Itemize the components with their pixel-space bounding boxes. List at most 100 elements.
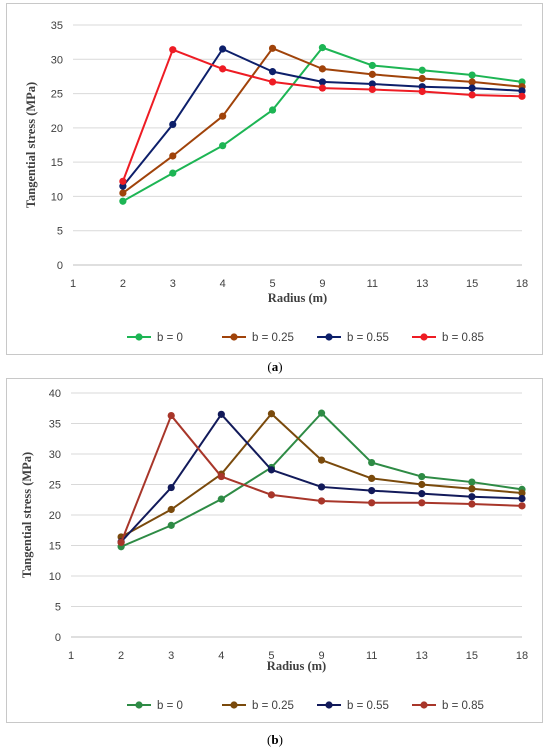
data-point bbox=[169, 120, 177, 129]
data-point bbox=[468, 78, 476, 86]
y-axis-title: Tangential stress (MPa) bbox=[24, 82, 38, 208]
legend-entry: b = 0.25 bbox=[252, 700, 294, 712]
data-point bbox=[267, 491, 276, 499]
data-point bbox=[268, 106, 277, 114]
data-point bbox=[167, 505, 175, 514]
legend-swatch-marker bbox=[325, 333, 333, 341]
data-point bbox=[317, 497, 326, 505]
data-point bbox=[468, 478, 476, 486]
data-point bbox=[468, 485, 476, 493]
data-point bbox=[169, 169, 177, 177]
caption-a-letter: a bbox=[271, 359, 279, 374]
x-tick-label: 4 bbox=[218, 650, 224, 662]
data-point bbox=[468, 493, 476, 501]
x-axis-title: Radius (m) bbox=[267, 659, 326, 673]
legend-swatch-marker bbox=[230, 333, 238, 341]
legend-swatch-marker bbox=[325, 701, 333, 709]
legend-swatch-marker bbox=[420, 333, 428, 341]
y-tick-label: 10 bbox=[51, 191, 63, 203]
y-tick-label: 35 bbox=[51, 20, 63, 32]
x-tick-label: 11 bbox=[366, 650, 377, 662]
data-point bbox=[368, 61, 376, 70]
data-point bbox=[418, 480, 426, 489]
data-point bbox=[368, 487, 376, 495]
x-axis-title: Radius (m) bbox=[268, 291, 327, 305]
data-point bbox=[268, 68, 277, 76]
data-point bbox=[219, 142, 227, 150]
y-tick-label: 5 bbox=[57, 226, 63, 238]
data-point bbox=[518, 502, 526, 510]
x-tick-label: 13 bbox=[416, 650, 428, 662]
data-point bbox=[518, 489, 526, 497]
legend-swatch-marker bbox=[420, 701, 428, 709]
data-point bbox=[267, 466, 276, 474]
y-tick-label: 25 bbox=[51, 89, 63, 101]
y-tick-label: 35 bbox=[49, 419, 61, 431]
x-tick-label: 13 bbox=[416, 278, 428, 290]
data-point bbox=[418, 66, 426, 74]
data-point bbox=[368, 499, 376, 507]
legend-entry: b = 0 bbox=[157, 700, 183, 712]
series-line-2 bbox=[120, 413, 523, 543]
x-tick-label: 3 bbox=[168, 650, 174, 662]
y-tick-label: 10 bbox=[49, 571, 61, 583]
data-point bbox=[468, 500, 476, 508]
data-point bbox=[318, 78, 327, 86]
x-tick-label: 15 bbox=[466, 278, 478, 290]
legend-entry: b = 0.85 bbox=[442, 700, 484, 712]
y-tick-label: 30 bbox=[51, 54, 63, 66]
legend-swatch-marker bbox=[135, 333, 143, 341]
y-tick-label: 40 bbox=[49, 388, 61, 400]
x-tick-label: 5 bbox=[269, 278, 275, 290]
legend-swatch-marker bbox=[230, 701, 238, 709]
data-point bbox=[318, 65, 327, 73]
data-point bbox=[267, 410, 276, 418]
x-tick-label: 2 bbox=[120, 278, 126, 290]
chart-panel-b: 0 5 10 15 20 25 30 35 40 1 2 3 4 5 9 11 13 15 18 Radius (m)… bbox=[6, 378, 543, 723]
x-tick-label: 5 bbox=[268, 650, 274, 662]
data-point bbox=[318, 84, 327, 92]
data-point bbox=[268, 44, 277, 52]
caption-b: (b) bbox=[267, 732, 283, 747]
data-point bbox=[368, 458, 376, 467]
data-point bbox=[219, 65, 227, 73]
data-point bbox=[169, 152, 177, 160]
series-line-3 bbox=[120, 414, 523, 543]
x-tick-label: 9 bbox=[319, 278, 325, 290]
data-point bbox=[518, 92, 526, 100]
data-point bbox=[268, 78, 277, 86]
x-tick-label: 15 bbox=[466, 650, 478, 662]
data-point bbox=[317, 409, 326, 417]
data-point bbox=[167, 411, 175, 420]
data-point bbox=[318, 44, 327, 52]
caption-a: (a) bbox=[267, 359, 283, 374]
x-tick-label: 3 bbox=[170, 278, 176, 290]
legend-swatch-marker bbox=[135, 701, 143, 709]
x-tick-label: 4 bbox=[220, 278, 226, 290]
y-axis-title: Tangential stress (MPa) bbox=[20, 452, 34, 578]
data-point bbox=[119, 177, 127, 185]
line-chart-a: 0 5 10 15 20 25 30 35 1 2 3 4 5 9 11 13 15 18 Radius (m) Ta… bbox=[24, 20, 528, 344]
data-point bbox=[317, 483, 326, 491]
data-point bbox=[119, 189, 127, 197]
y-tick-label: 30 bbox=[49, 449, 61, 461]
chart-panel-a: 0 5 10 15 20 25 30 35 1 2 3 4 5 9 11 13 15 18 Radius (m) Ta… bbox=[6, 3, 543, 355]
data-point bbox=[418, 74, 426, 83]
data-point bbox=[368, 474, 376, 482]
data-point bbox=[368, 85, 376, 94]
y-tick-label: 25 bbox=[49, 480, 61, 492]
legend-entry: b = 0 bbox=[157, 332, 183, 344]
data-point bbox=[468, 91, 476, 99]
legend-entry: b = 0.85 bbox=[442, 332, 484, 344]
data-point bbox=[418, 499, 426, 507]
y-tick-label: 20 bbox=[51, 123, 63, 135]
data-point bbox=[418, 87, 426, 96]
series-line-1 bbox=[120, 412, 523, 538]
data-point bbox=[167, 521, 175, 529]
data-point bbox=[518, 87, 526, 95]
data-point bbox=[119, 197, 127, 205]
data-point bbox=[167, 483, 175, 492]
x-tick-label: 2 bbox=[118, 650, 124, 662]
x-tick-label: 9 bbox=[318, 650, 324, 662]
data-point bbox=[117, 538, 125, 547]
